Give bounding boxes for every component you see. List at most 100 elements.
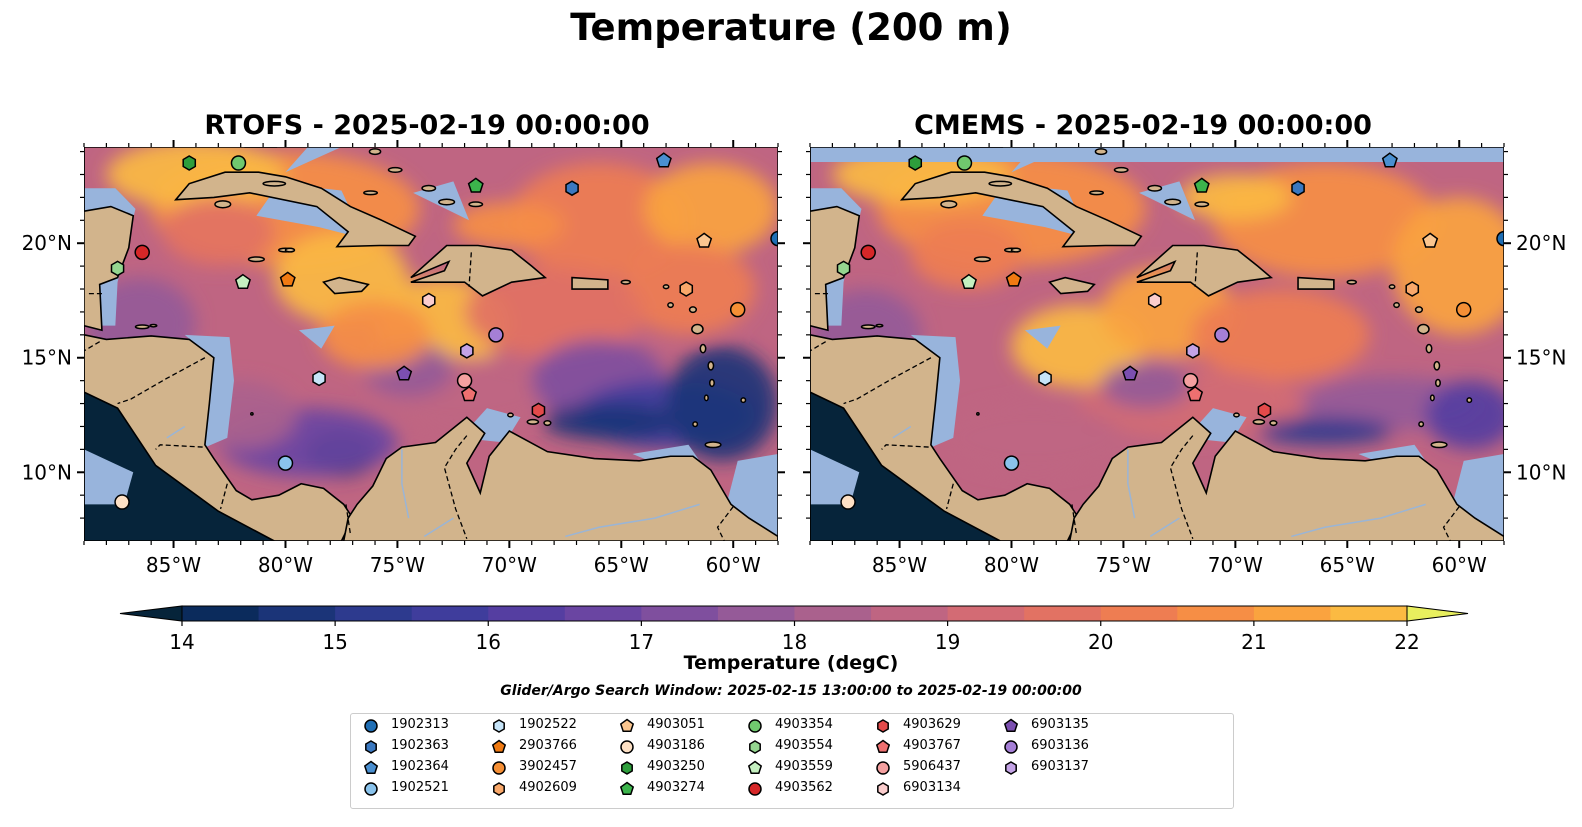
legend-label: 4903767	[903, 738, 961, 753]
legend-label: 5906437	[903, 759, 961, 774]
rtofs-land-cuba	[173, 171, 417, 248]
legend-label: 6903135	[1031, 717, 1089, 732]
cmems-land-jamaica	[1048, 276, 1096, 295]
rtofs-float-4903274	[467, 177, 484, 193]
rtofs-float-6903134	[421, 292, 436, 309]
rtofs-float-1902521	[277, 455, 294, 471]
cmems-lon-tick-label: 70°W	[1208, 553, 1263, 577]
cmems-float-6903135	[1122, 365, 1139, 381]
colorbar-tick-label: 21	[1241, 630, 1266, 654]
rtofs-lon-tick-label: 85°W	[146, 553, 201, 577]
cmems-float-1902313	[1496, 230, 1504, 247]
rtofs-float-4903554	[110, 260, 125, 277]
rtofs-lon-tick-label: 60°W	[706, 553, 761, 577]
cmems-float-4903051	[1422, 232, 1439, 248]
rtofs-lon-tick-label: 80°W	[258, 553, 313, 577]
cmems-nodata-band	[810, 147, 1504, 162]
colorbar-bin	[717, 606, 795, 621]
colorbar-bin	[794, 606, 872, 621]
circle-marker-icon	[748, 782, 762, 796]
circle-marker-icon	[1004, 740, 1018, 754]
cmems-land-south-america	[1068, 416, 1504, 541]
rtofs-panel-title: RTOFS - 2025-02-19 00:00:00	[204, 110, 650, 141]
colorbar-tick-label: 17	[629, 630, 654, 654]
cmems-lon-tick-label: 60°W	[1432, 553, 1487, 577]
colorbar-bin	[182, 606, 260, 621]
cmems-float-4903250	[908, 155, 923, 171]
cmems-float-4903559	[960, 273, 977, 289]
rtofs-float-5906437	[456, 372, 473, 389]
circle-marker-icon	[748, 719, 762, 733]
colorbar-tick-label: 15	[322, 630, 347, 654]
rtofs-float-1902364	[655, 152, 672, 168]
pentagon-marker-icon	[619, 718, 635, 733]
cmems-land-honduras-nicaragua	[810, 334, 1080, 541]
colorbar-bin	[1024, 606, 1102, 621]
cmems-float-2903766	[1005, 271, 1022, 287]
circle-marker-icon	[364, 782, 378, 796]
legend-label: 2903766	[519, 738, 577, 753]
hexagon-marker-icon	[493, 719, 505, 733]
pentagon-marker-icon	[491, 739, 507, 754]
colorbar-bin	[871, 606, 949, 621]
legend-label: 6903134	[903, 780, 961, 795]
cmems-lon-tick-label: 75°W	[1096, 553, 1151, 577]
colorbar-label: Temperature (degC)	[683, 652, 899, 674]
colorbar-bin	[411, 606, 489, 621]
rtofs-land-central-america	[84, 147, 135, 541]
cmems-float-5906437	[1182, 372, 1199, 389]
figure-title: Temperature (200 m)	[570, 6, 1012, 49]
circle-marker-icon	[364, 719, 378, 733]
cmems-float-6903136	[1214, 327, 1230, 343]
legend-label: 4903554	[775, 738, 833, 753]
rtofs-float-4903354	[230, 155, 247, 171]
colorbar-bin	[564, 606, 642, 621]
rtofs-float-4903629	[531, 402, 546, 419]
hexagon-marker-icon	[877, 782, 889, 796]
pentagon-marker-icon	[619, 781, 635, 796]
cmems-float-4903354	[956, 155, 973, 171]
rtofs-float-4903186	[114, 494, 130, 510]
cmems-lat-tick-label: 20°N	[1516, 231, 1566, 255]
cmems-float-6903134	[1147, 292, 1162, 309]
circle-marker-icon	[492, 761, 506, 775]
hexagon-marker-icon	[749, 740, 761, 754]
rtofs-land-jamaica	[322, 276, 370, 295]
cmems-land-puerto-rico	[1297, 276, 1335, 290]
colorbar: 14 15 16 17 18 19 20 21 22	[119, 605, 1469, 654]
rtofs-land-puerto-rico	[571, 276, 609, 290]
rtofs-float-4903767	[461, 385, 478, 402]
hexagon-marker-icon	[493, 782, 505, 796]
rtofs-land-south-america	[342, 416, 778, 541]
cmems-float-4903767	[1187, 385, 1204, 402]
legend-label: 1902522	[519, 717, 577, 732]
colorbar-bin	[258, 606, 336, 621]
cmems-float-3902457	[1455, 301, 1472, 318]
colorbar-tick-label: 19	[935, 630, 960, 654]
cmems-float-4903629	[1257, 402, 1272, 419]
rtofs-land-hispaniola	[410, 244, 548, 297]
pentagon-marker-icon	[875, 739, 891, 754]
rtofs-float-4902609	[679, 281, 694, 297]
rtofs-float-6903137	[460, 343, 474, 359]
colorbar-bin	[335, 606, 413, 621]
legend-label: 6903136	[1031, 738, 1089, 753]
cmems-map	[810, 147, 1504, 541]
colorbar-tick-label: 18	[782, 630, 807, 654]
rtofs-lat-tick-label: 20°N	[22, 231, 72, 255]
legend-label: 4903562	[775, 780, 833, 795]
cmems-float-4903554	[836, 260, 851, 277]
float-legend: 1902313 1902363 1902364 1902521 1902522 29037…	[350, 713, 1234, 809]
rtofs-float-4903250	[182, 155, 197, 171]
cmems-float-4902609	[1405, 281, 1420, 297]
legend-label: 4903559	[775, 759, 833, 774]
legend-label: 1902363	[391, 738, 449, 753]
colorbar-tick-label: 22	[1394, 630, 1419, 654]
rtofs-lon-tick-label: 70°W	[482, 553, 537, 577]
cmems-float-1902363	[1291, 180, 1305, 197]
cmems-lon-tick-label: 65°W	[1320, 553, 1375, 577]
legend-label: 4902609	[519, 780, 577, 795]
rtofs-float-6903135	[396, 365, 413, 381]
colorbar-tick-label: 16	[476, 630, 501, 654]
